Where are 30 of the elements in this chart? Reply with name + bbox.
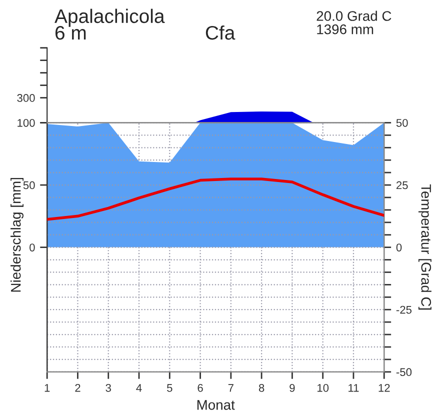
x-tick-label: 12 bbox=[378, 384, 390, 392]
y2-tick-label: -25 bbox=[396, 306, 412, 314]
text: Cfa bbox=[206, 25, 236, 40]
x-tick-label: 8 bbox=[258, 384, 264, 392]
x-tick-label: 2 bbox=[75, 384, 80, 392]
text: 1396 mm bbox=[317, 24, 374, 34]
y2-tick-label: 25 bbox=[396, 181, 408, 190]
y2-tick-label: -50 bbox=[396, 368, 412, 376]
y-axis-title: Niederschlag [mm] bbox=[10, 178, 24, 292]
text: 20.0 Grad C bbox=[316, 10, 392, 21]
y2-tick-label: 50 bbox=[396, 118, 408, 127]
chart-title: Apalachicola bbox=[54, 8, 165, 27]
x-tick-label: 9 bbox=[290, 384, 295, 392]
x-tick-label: 7 bbox=[228, 384, 234, 392]
x-tick-label: 3 bbox=[106, 384, 111, 392]
y-tick-label: 300 bbox=[17, 94, 35, 102]
x-tick-label: 4 bbox=[136, 384, 142, 392]
y-tick-label: 50 bbox=[23, 181, 35, 190]
y-tick-label: 0 bbox=[30, 244, 35, 252]
x-tick-label: 10 bbox=[318, 384, 329, 392]
x-axis-title: Monat bbox=[197, 400, 235, 410]
x-tick-label: 1 bbox=[44, 384, 50, 392]
line-series bbox=[47, 178, 384, 221]
x-tick-label: 5 bbox=[167, 384, 172, 392]
x-tick-label: 6 bbox=[198, 384, 203, 392]
y2-tick-label: 0 bbox=[396, 244, 402, 252]
y-tick-label: 100 bbox=[18, 118, 35, 127]
text: 6 m bbox=[55, 26, 86, 40]
y2-axis-title: Temperatur [Grad C] bbox=[418, 184, 432, 310]
x-tick-label: 11 bbox=[348, 384, 359, 392]
